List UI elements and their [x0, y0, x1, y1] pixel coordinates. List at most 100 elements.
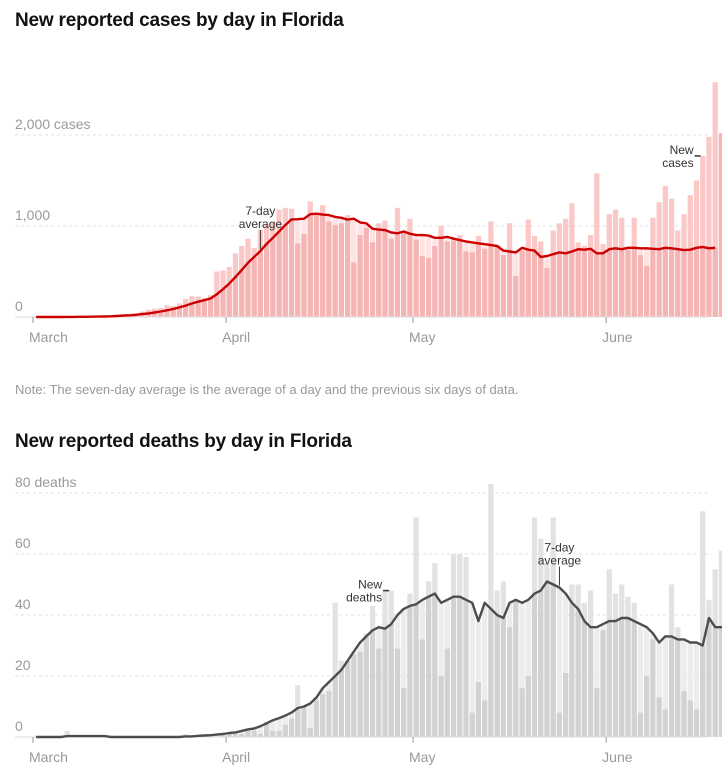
- bar-deaths: [656, 697, 662, 737]
- bar-deaths: [687, 700, 693, 737]
- bar-deaths: [376, 648, 382, 737]
- bar-cases: [419, 256, 425, 317]
- bar-avg-portion: [363, 636, 369, 737]
- bar-deaths: [482, 700, 488, 737]
- bar-avg-portion: [494, 615, 500, 737]
- bar-deaths: [276, 730, 282, 737]
- bar-deaths: [394, 648, 401, 737]
- bar-deaths: [444, 648, 450, 737]
- bar-cases: [513, 276, 519, 317]
- bar-avg-portion: [457, 240, 463, 317]
- bar-avg-portion: [407, 605, 413, 737]
- bar-avg-portion: [251, 256, 257, 317]
- bar-deaths: [288, 718, 295, 737]
- bar-avg-portion: [232, 276, 239, 317]
- bar-avg-portion: [563, 253, 569, 317]
- bar-deaths: [525, 676, 531, 737]
- bar-avg-portion: [195, 301, 201, 317]
- bar-avg-portion: [307, 703, 313, 737]
- bar-avg-portion: [282, 225, 288, 317]
- bar-deaths: [469, 712, 475, 737]
- bar-avg-portion: [619, 618, 625, 737]
- chart-note: Note: The seven-day average is the avera…: [15, 382, 519, 397]
- bar-avg-portion: [718, 627, 722, 737]
- seven-day-average-line: [36, 212, 716, 319]
- bar-avg-portion: [270, 720, 276, 737]
- bar-avg-portion: [257, 251, 264, 317]
- bar-deaths: [693, 709, 700, 737]
- bar-avg-portion: [687, 249, 693, 317]
- bar-avg-portion: [550, 584, 556, 737]
- bar-avg-portion: [712, 247, 718, 317]
- bar-avg-portion: [338, 669, 344, 737]
- bar-avg-portion: [482, 602, 488, 737]
- bar-deaths: [257, 733, 264, 737]
- bar-avg-portion: [245, 262, 251, 317]
- bar-avg-portion: [569, 251, 575, 317]
- bar-deaths: [419, 639, 425, 737]
- bar-avg-portion: [656, 642, 662, 737]
- bar-cases: [544, 267, 550, 317]
- y-tick-label: 40: [15, 596, 31, 612]
- bar-avg-portion: [139, 314, 145, 317]
- bar-cases: [637, 255, 644, 317]
- bar-avg-portion: [538, 256, 544, 317]
- bar-cases: [644, 266, 650, 317]
- cases-chart-title: New reported cases by day in Florida: [15, 10, 344, 31]
- bar-cases: [425, 257, 432, 317]
- bar-deaths: [475, 682, 482, 737]
- x-tick-label: April: [222, 329, 250, 345]
- bar-avg-portion: [525, 599, 531, 737]
- bar-cases: [712, 82, 718, 317]
- bar-avg-portion: [563, 593, 569, 737]
- bar-avg-portion: [463, 599, 469, 737]
- bar-avg-portion: [575, 608, 581, 737]
- bar-avg-portion: [382, 230, 388, 317]
- bar-avg-portion: [394, 233, 401, 317]
- bar-deaths: [401, 688, 407, 737]
- bar-deaths: [282, 724, 288, 737]
- bar-avg-portion: [151, 312, 158, 317]
- bar-avg-portion: [176, 307, 183, 317]
- bar-deaths: [556, 712, 563, 737]
- bar-deaths: [64, 730, 70, 737]
- bar-avg-portion: [494, 246, 500, 317]
- bar-avg-portion: [345, 660, 351, 737]
- annotation-text: deaths: [346, 591, 382, 605]
- bar-deaths: [644, 676, 650, 737]
- bar-deaths: [563, 672, 569, 737]
- annotation-text: cases: [662, 156, 693, 170]
- bar-avg-portion: [687, 642, 693, 737]
- bar-avg-portion: [531, 593, 538, 737]
- bar-avg-portion: [500, 618, 506, 737]
- y-tick-label: 0: [15, 298, 23, 314]
- bar-avg-portion: [525, 249, 531, 317]
- x-tick-label: May: [409, 749, 435, 765]
- bar-avg-portion: [145, 313, 151, 317]
- bar-avg-portion: [569, 602, 575, 737]
- x-tick-label: April: [222, 749, 250, 765]
- bar-avg-portion: [693, 247, 700, 317]
- bar-avg-portion: [631, 247, 637, 317]
- y-tick-label: 20: [15, 657, 31, 673]
- bar-deaths: [519, 688, 525, 737]
- bar-cases: [594, 173, 600, 317]
- bar-deaths: [351, 654, 357, 737]
- bar-avg-portion: [313, 213, 320, 317]
- bar-avg-portion: [575, 249, 581, 317]
- bar-avg-portion: [388, 624, 394, 737]
- bar-avg-portion: [612, 621, 619, 737]
- bar-cases: [500, 255, 506, 317]
- bar-avg-portion: [531, 250, 538, 317]
- bar-deaths: [357, 651, 363, 737]
- annotation-text: 7-day: [245, 204, 275, 218]
- bar-avg-portion: [214, 294, 220, 317]
- bar-avg-portion: [239, 270, 245, 317]
- bar-avg-portion: [432, 593, 438, 737]
- bar-cases: [700, 155, 706, 317]
- bar-cases: [463, 251, 469, 317]
- bar-avg-portion: [681, 250, 687, 317]
- bar-deaths: [307, 727, 313, 737]
